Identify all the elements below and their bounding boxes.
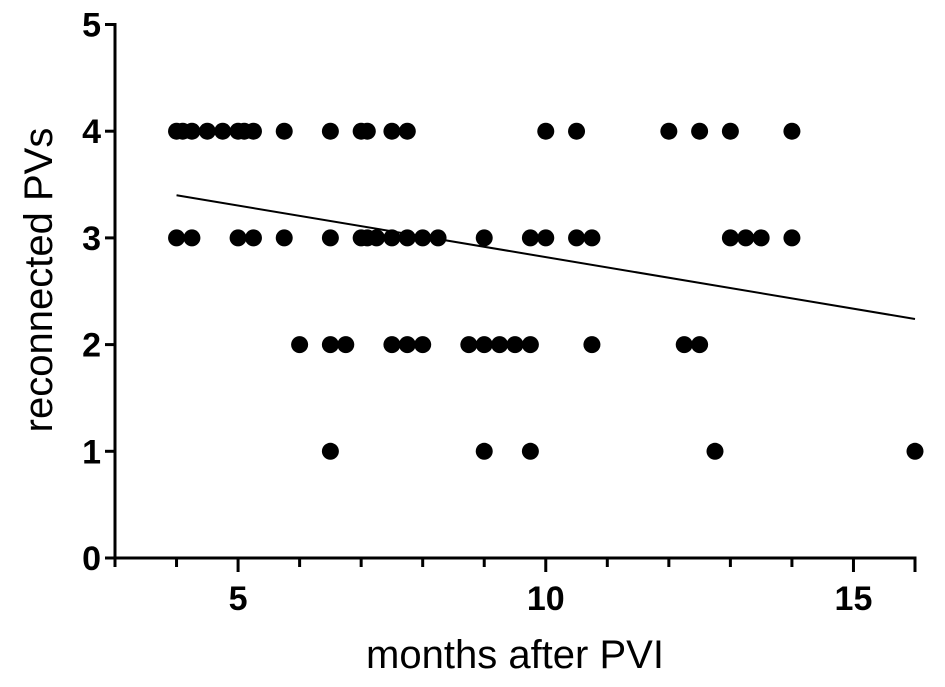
data-point (183, 229, 201, 247)
data-point (168, 229, 186, 247)
data-point (583, 336, 601, 354)
data-point (521, 229, 539, 247)
data-point (691, 122, 709, 140)
data-point (783, 229, 801, 247)
data-point (183, 122, 201, 140)
data-point (583, 229, 601, 247)
x-axis-title: months after PVI (366, 633, 664, 677)
data-point (398, 336, 416, 354)
data-point (660, 122, 678, 140)
data-point (291, 336, 309, 354)
x-tick-label: 15 (835, 580, 873, 618)
x-tick-label: 5 (229, 580, 248, 618)
regression-line (176, 194, 916, 320)
data-point (398, 122, 416, 140)
data-point (337, 336, 355, 354)
data-point (229, 229, 247, 247)
y-axis-title: reconnected PVs (17, 128, 61, 433)
y-tick-label: 3 (82, 220, 101, 258)
data-point (737, 229, 755, 247)
data-point (275, 229, 293, 247)
data-point (906, 442, 924, 460)
data-point (706, 442, 724, 460)
data-point (244, 229, 262, 247)
data-point (752, 229, 770, 247)
data-point (244, 122, 262, 140)
x-axis: 5 10 15 (105, 556, 917, 618)
data-point (214, 122, 232, 140)
x-tick-label: 10 (527, 580, 565, 618)
data-point (721, 229, 739, 247)
data-point (321, 122, 339, 140)
data-point (537, 229, 555, 247)
y-axis: 0 1 2 3 4 5 (82, 7, 117, 578)
y-tick-label: 2 (82, 327, 101, 365)
data-points (168, 122, 924, 460)
data-point (491, 336, 509, 354)
data-point (568, 229, 586, 247)
data-point (414, 336, 432, 354)
regression-line-group (176, 194, 916, 320)
data-point (275, 122, 293, 140)
data-point (568, 122, 586, 140)
data-point (321, 229, 339, 247)
data-point (475, 229, 493, 247)
data-point (691, 336, 709, 354)
data-point (721, 122, 739, 140)
data-point (475, 336, 493, 354)
y-tick-label: 5 (82, 7, 101, 45)
data-point (783, 122, 801, 140)
data-point (368, 229, 386, 247)
data-point (521, 336, 539, 354)
data-point (321, 442, 339, 460)
data-point (506, 336, 524, 354)
data-point (198, 122, 216, 140)
y-tick-label: 0 (82, 540, 101, 578)
data-point (475, 442, 493, 460)
y-tick-label: 1 (82, 433, 101, 471)
data-point (521, 442, 539, 460)
data-point (429, 229, 447, 247)
data-point (383, 229, 401, 247)
data-point (460, 336, 478, 354)
data-point (321, 336, 339, 354)
data-point (383, 122, 401, 140)
data-point (398, 229, 416, 247)
data-point (358, 122, 376, 140)
data-point (383, 336, 401, 354)
data-point (675, 336, 693, 354)
y-tick-label: 4 (82, 113, 101, 151)
data-point (537, 122, 555, 140)
data-point (414, 229, 432, 247)
